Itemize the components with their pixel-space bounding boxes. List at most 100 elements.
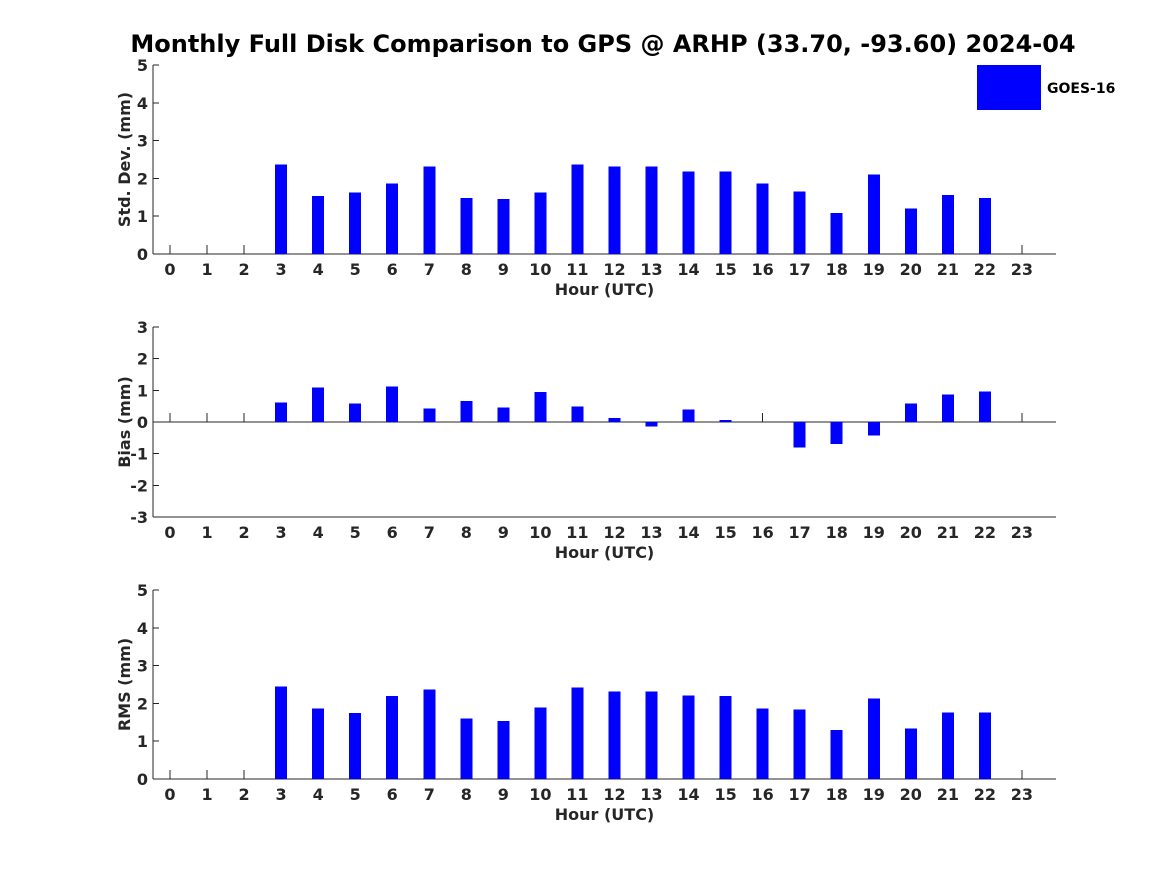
rms-bar-hour-6 — [386, 696, 399, 779]
chart-title: Monthly Full Disk Comparison to GPS @ AR… — [130, 30, 1075, 58]
std-dev-y-tick-label: 4 — [137, 94, 148, 113]
rms-x-tick-label: 2 — [239, 785, 250, 804]
rms-x-tick-label: 1 — [201, 785, 212, 804]
bias-x-tick-label: 14 — [677, 523, 699, 542]
bias-bar-hour-7 — [423, 408, 436, 422]
rms-x-tick-label: 8 — [461, 785, 472, 804]
bias-x-tick-label: 21 — [937, 523, 959, 542]
rms-x-tick-label: 13 — [640, 785, 662, 804]
bias-x-tick-label: 18 — [826, 523, 848, 542]
rms-x-tick-label: 21 — [937, 785, 959, 804]
bias-x-tick-label: 8 — [461, 523, 472, 542]
bias-x-tick-label: 2 — [239, 523, 250, 542]
rms-x-tick-label: 22 — [974, 785, 996, 804]
std-dev-y-tick-label: 1 — [137, 207, 148, 226]
std-dev-bar-hour-20 — [904, 208, 917, 254]
bias-x-tick-label: 20 — [900, 523, 922, 542]
rms-x-tick-label: 14 — [677, 785, 699, 804]
std-dev-bar-hour-21 — [941, 195, 954, 254]
bias-bar-hour-8 — [460, 401, 473, 422]
std-dev-x-tick-label: 9 — [498, 260, 509, 279]
rms-x-tick-label: 10 — [529, 785, 551, 804]
std-dev-x-tick-label: 16 — [752, 260, 774, 279]
rms-bar-hour-15 — [719, 696, 732, 779]
std-dev-bar-hour-16 — [756, 183, 769, 254]
std-dev-x-tick-label: 3 — [276, 260, 287, 279]
rms-x-tick-label: 18 — [826, 785, 848, 804]
std-dev-x-tick-label: 14 — [677, 260, 699, 279]
rms-x-tick-label: 0 — [164, 785, 175, 804]
std-dev-x-tick-label: 0 — [164, 260, 175, 279]
rms-bar-hour-22 — [978, 712, 991, 779]
bias-x-tick-label: 5 — [350, 523, 361, 542]
std-dev-x-tick-label: 17 — [789, 260, 811, 279]
bias-x-tick-label: 6 — [387, 523, 398, 542]
legend: GOES-16 — [977, 65, 1115, 110]
bias-bar-hour-14 — [682, 409, 695, 422]
rms-bar-hour-17 — [793, 709, 806, 779]
std-dev-bar-hour-7 — [423, 166, 436, 254]
bias-bar-hour-6 — [386, 386, 399, 422]
std-dev-x-tick-label: 21 — [937, 260, 959, 279]
rms-x-tick-label: 15 — [714, 785, 736, 804]
std-dev-bar-hour-17 — [793, 191, 806, 254]
bias-y-tick-label: -1 — [130, 445, 148, 464]
std-dev-x-tick-label: 5 — [350, 260, 361, 279]
bias-bar-hour-20 — [904, 403, 917, 422]
bias-x-tick-label: 16 — [752, 523, 774, 542]
rms-x-tick-label: 6 — [387, 785, 398, 804]
rms-bar-hour-9 — [497, 721, 510, 779]
bias-x-axis-label: Hour (UTC) — [555, 543, 655, 562]
bias-y-tick-label: 1 — [137, 381, 148, 400]
legend-label-goes16: GOES-16 — [1047, 81, 1115, 97]
std-dev-x-tick-label: 2 — [239, 260, 250, 279]
rms-x-tick-label: 17 — [789, 785, 811, 804]
std-dev-x-tick-label: 23 — [1011, 260, 1033, 279]
rms-bar-hour-7 — [423, 689, 436, 779]
rms-x-tick-label: 5 — [350, 785, 361, 804]
bias-x-tick-label: 11 — [566, 523, 588, 542]
bias-y-tick-label: -2 — [130, 476, 148, 495]
rms-bar-hour-5 — [349, 713, 362, 779]
bias-bar-hour-10 — [534, 392, 547, 422]
bias-y-tick-label: -3 — [130, 508, 148, 527]
rms-bar-hour-3 — [275, 686, 288, 779]
rms-x-tick-label: 7 — [424, 785, 435, 804]
bias-x-tick-label: 23 — [1011, 523, 1033, 542]
std-dev-bar-hour-12 — [608, 166, 621, 254]
bias-y-tick-label: 3 — [137, 318, 148, 337]
rms-x-tick-label: 4 — [313, 785, 324, 804]
legend-swatch-goes16 — [977, 65, 1041, 110]
rms-bar-hour-16 — [756, 708, 769, 779]
bias-bar-hour-17 — [793, 422, 806, 448]
bias-bar-hour-12 — [608, 418, 621, 422]
rms-bar-hour-21 — [941, 712, 954, 779]
std-dev-x-tick-label: 22 — [974, 260, 996, 279]
rms-y-tick-label: 1 — [137, 732, 148, 751]
rms-bar-hour-18 — [830, 730, 843, 779]
std-dev-x-tick-label: 6 — [387, 260, 398, 279]
rms-y-tick-label: 4 — [137, 619, 148, 638]
rms-y-tick-label: 2 — [137, 694, 148, 713]
rms-bar-hour-14 — [682, 695, 695, 779]
std-dev-bar-hour-9 — [497, 199, 510, 254]
std-dev-x-tick-label: 8 — [461, 260, 472, 279]
bias-y-tick-label: 2 — [137, 350, 148, 369]
std-dev-x-tick-label: 18 — [826, 260, 848, 279]
std-dev-bar-hour-10 — [534, 192, 547, 254]
std-dev-bar-hour-19 — [867, 174, 880, 254]
std-dev-x-tick-label: 15 — [714, 260, 736, 279]
rms-x-tick-label: 19 — [863, 785, 885, 804]
bias-bar-hour-11 — [571, 406, 584, 422]
bias-x-tick-label: 15 — [714, 523, 736, 542]
std-dev-x-tick-label: 1 — [201, 260, 212, 279]
rms-y-axis-label: RMS (mm) — [115, 638, 134, 731]
std-dev-bar-hour-18 — [830, 213, 843, 254]
bias-x-tick-label: 12 — [603, 523, 625, 542]
rms-bar-hour-11 — [571, 687, 584, 779]
std-dev-x-tick-label: 12 — [603, 260, 625, 279]
std-dev-y-axis-label: Std. Dev. (mm) — [115, 92, 134, 227]
